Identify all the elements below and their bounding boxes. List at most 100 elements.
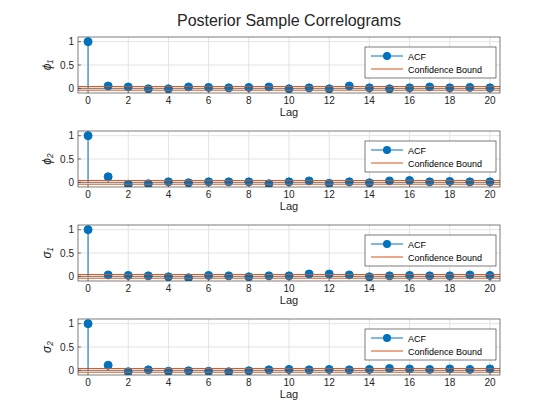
title: Posterior Sample Correlograms <box>177 12 401 29</box>
grid-line <box>78 323 500 324</box>
tick-label: 14 <box>364 283 376 294</box>
tick-label: 6 <box>206 189 212 200</box>
legend-label: Confidence Bound <box>408 253 482 263</box>
tick-label: 0.5 <box>60 154 74 165</box>
tick <box>78 135 81 136</box>
grid-line <box>78 41 500 42</box>
legend: ACFConfidence Bound <box>365 329 496 360</box>
tick-label: 6 <box>206 377 212 388</box>
grid-line <box>78 135 500 136</box>
legend: ACFConfidence Bound <box>365 235 496 266</box>
legend-marker <box>383 146 391 154</box>
legend-swatch <box>371 69 403 70</box>
legend-swatch <box>371 163 403 164</box>
tick-label: 20 <box>484 283 496 294</box>
tick-label: 6 <box>206 95 212 106</box>
tick-label: 16 <box>404 95 416 106</box>
subplot: 0246810121416182000.51Lagϕ₂ACFConfidence… <box>40 130 500 212</box>
legend-box <box>365 141 496 172</box>
tick-label: 10 <box>283 95 295 106</box>
legend: ACFConfidence Bound <box>365 141 496 172</box>
tick <box>78 253 81 254</box>
legend-marker <box>383 240 391 248</box>
stem-marker <box>84 226 92 234</box>
tick-label: 8 <box>246 377 252 388</box>
tick-label: 10 <box>283 189 295 200</box>
legend-swatch <box>371 257 403 258</box>
tick-label: 0 <box>85 95 91 106</box>
tick-label: 2 <box>125 189 131 200</box>
axes-box <box>78 37 500 93</box>
tick-label: 0.5 <box>60 342 74 353</box>
x-axis-label: Lag <box>280 294 298 306</box>
tick-label: 18 <box>444 189 456 200</box>
tick-label: 1 <box>68 318 74 329</box>
legend-label: Confidence Bound <box>408 159 482 169</box>
data-group <box>78 320 500 375</box>
stem-marker <box>84 132 92 140</box>
stem <box>84 38 92 89</box>
x-axis-label: Lag <box>280 200 298 212</box>
tick-label: 0 <box>68 83 74 94</box>
tick-label: 16 <box>404 377 416 388</box>
tick-label: 16 <box>404 283 416 294</box>
legend-marker <box>383 334 391 342</box>
legend-label: ACF <box>408 334 427 344</box>
axes-box <box>78 131 500 187</box>
stem-line <box>88 42 89 89</box>
confidence-bound <box>78 184 500 185</box>
tick-label: 12 <box>324 189 336 200</box>
tick-label: 20 <box>484 189 496 200</box>
confidence-bound <box>78 278 500 279</box>
tick-label: 2 <box>125 283 131 294</box>
subplot: 0246810121416182000.51Lagσ₂ACFConfidence… <box>40 318 500 400</box>
tick-label: 12 <box>324 377 336 388</box>
legend: ACF Confidence Bound <box>365 47 496 78</box>
tick <box>78 229 81 230</box>
tick-label: 14 <box>364 95 376 106</box>
plot-area <box>78 131 500 187</box>
tick-label: 0 <box>68 177 74 188</box>
tick-label: 4 <box>166 283 172 294</box>
tick-label: 1 <box>68 36 74 47</box>
confidence-bound <box>78 274 500 275</box>
tick-label: 2 <box>125 95 131 106</box>
legend-box <box>365 47 496 78</box>
data-group <box>78 38 500 93</box>
confidence-bound <box>78 90 500 91</box>
subplot: 0246810121416182000.51Lagσ₁ACFConfidence… <box>40 224 500 306</box>
legend-label: ACF <box>408 52 427 62</box>
y-axis-label: ϕ₂ <box>40 153 54 165</box>
legend-marker <box>383 52 391 60</box>
tick-label: 2 <box>125 377 131 388</box>
tick-label: 14 <box>364 377 376 388</box>
axes-box <box>78 319 500 375</box>
confidence-bound <box>78 372 500 373</box>
subplot: 0246810121416182000.51Lagϕ₁ACFConfidence… <box>40 36 500 118</box>
data-group <box>78 132 500 187</box>
legend-label: Confidence Bound <box>408 65 482 75</box>
axes-box <box>78 225 500 281</box>
stem <box>84 320 92 371</box>
tick-label: 10 <box>283 377 295 388</box>
grid-line <box>78 229 500 230</box>
tick-label: 0.5 <box>60 248 74 259</box>
legend-swatch <box>371 351 403 352</box>
tick-label: 8 <box>246 283 252 294</box>
figure: Posterior Sample Correlograms02468101214… <box>0 0 560 420</box>
tick-label: 0.5 <box>60 60 74 71</box>
tick <box>78 65 81 66</box>
x-axis-label: Lag <box>280 388 298 400</box>
tick-label: 18 <box>444 283 456 294</box>
x-axis-label: Lag <box>280 106 298 118</box>
tick-label: 12 <box>324 95 336 106</box>
stem-marker <box>84 320 92 328</box>
confidence-bound <box>78 86 500 87</box>
tick-label: 18 <box>444 377 456 388</box>
tick-label: 0 <box>68 271 74 282</box>
tick <box>78 347 81 348</box>
tick-label: 0 <box>68 365 74 376</box>
y-axis-label: σ₁ <box>40 247 54 258</box>
stem-line <box>88 324 89 371</box>
tick-label: 4 <box>166 95 172 106</box>
